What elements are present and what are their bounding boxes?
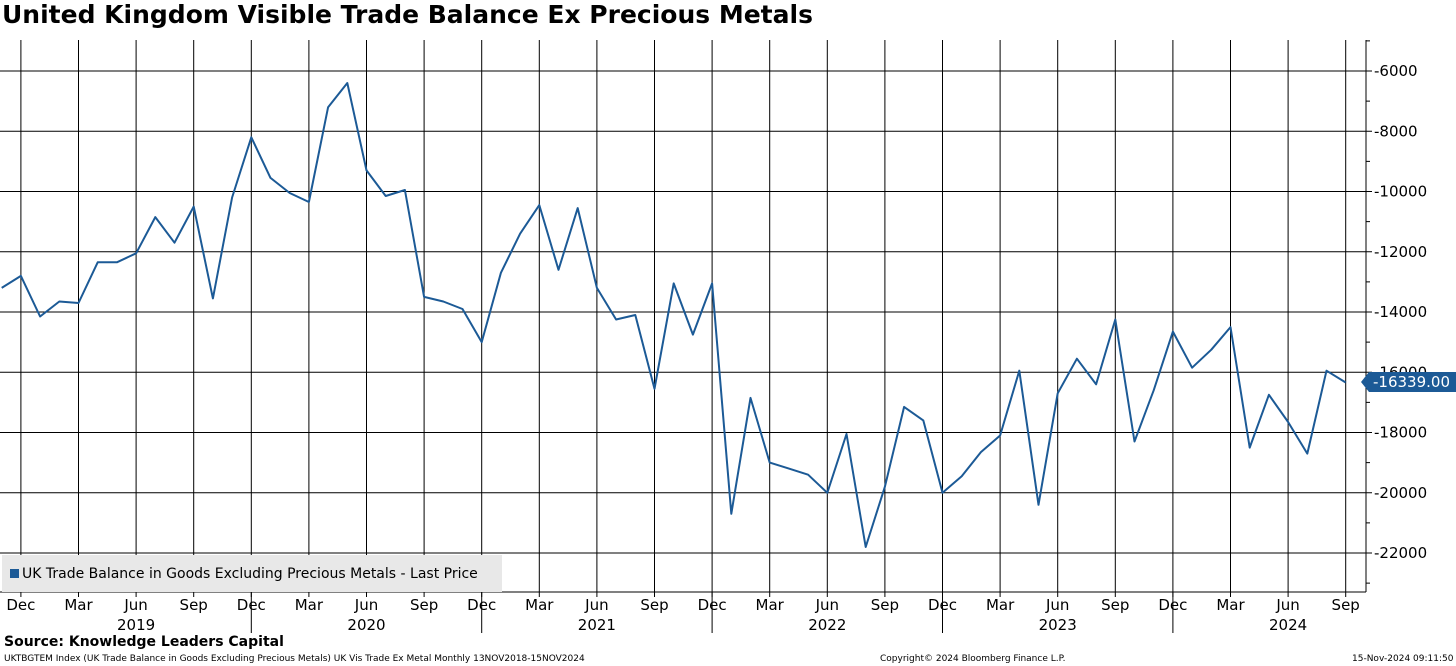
y-tick-label: -12000 — [1374, 243, 1427, 261]
x-tick-label: Mar — [1216, 596, 1245, 614]
x-tick-label: Mar — [525, 596, 554, 614]
series-line — [1, 82, 1347, 548]
y-tick-label: -20000 — [1374, 484, 1427, 502]
copyright-note: Copyright© 2024 Bloomberg Finance L.P. — [880, 654, 1066, 664]
axes: -6000-8000-10000-12000-14000-16000-18000… — [0, 40, 1427, 634]
last-value-badge: -16339.00 — [1361, 372, 1456, 393]
year-label: 2020 — [347, 616, 385, 634]
year-label: 2023 — [1039, 616, 1077, 634]
x-tick-label: Jun — [1275, 596, 1299, 614]
x-tick-label: Sep — [410, 596, 438, 614]
y-tick-label: -10000 — [1374, 183, 1427, 201]
year-label: 2019 — [117, 616, 155, 634]
timestamp: 15-Nov-2024 09:11:50 — [1352, 654, 1454, 664]
x-tick-label: Mar — [295, 596, 324, 614]
y-tick-label: -8000 — [1374, 122, 1418, 140]
y-tick-label: -6000 — [1374, 62, 1418, 80]
year-label: 2021 — [578, 616, 616, 634]
index-description: UKTBGTEM Index (UK Trade Balance in Good… — [4, 654, 585, 664]
x-tick-label: Dec — [6, 596, 35, 614]
y-tick-label: -14000 — [1374, 303, 1427, 321]
x-tick-label: Sep — [640, 596, 668, 614]
x-tick-label: Mar — [756, 596, 785, 614]
x-tick-label: Jun — [1045, 596, 1069, 614]
legend-swatch — [10, 569, 19, 578]
series-layer — [1, 82, 1347, 548]
x-tick-label: Sep — [1101, 596, 1129, 614]
chart-title: United Kingdom Visible Trade Balance Ex … — [2, 0, 813, 29]
source-note: Source: Knowledge Leaders Capital — [4, 634, 284, 650]
x-tick-label: Sep — [180, 596, 208, 614]
x-tick-label: Jun — [354, 596, 378, 614]
x-tick-label: Jun — [815, 596, 839, 614]
x-tick-label: Mar — [986, 596, 1015, 614]
year-label: 2024 — [1269, 616, 1307, 634]
year-label: 2022 — [808, 616, 846, 634]
legend-label: UK Trade Balance in Goods Excluding Prec… — [22, 565, 478, 582]
y-tick-label: -22000 — [1374, 544, 1427, 562]
legend: UK Trade Balance in Goods Excluding Prec… — [2, 555, 502, 592]
x-tick-label: Jun — [584, 596, 608, 614]
x-tick-label: Sep — [871, 596, 899, 614]
x-tick-label: Jun — [123, 596, 147, 614]
grid-lines — [0, 40, 1366, 592]
y-tick-label: -18000 — [1374, 424, 1427, 442]
x-tick-label: Mar — [64, 596, 93, 614]
x-tick-label: Sep — [1332, 596, 1360, 614]
